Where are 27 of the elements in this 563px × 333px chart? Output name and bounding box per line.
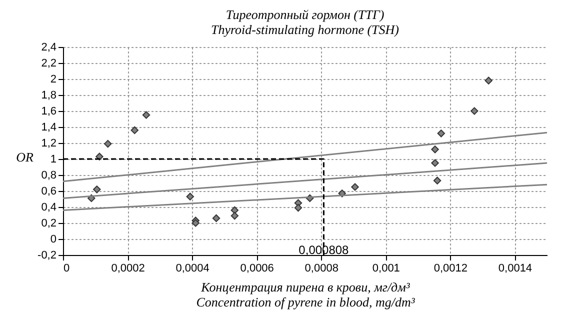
x-axis-title: Концентрация пирена в крови, мг/дм³ Concentration of pyrene in blood, mg/dm³ <box>196 280 416 310</box>
y-tick-label: 0,6 <box>41 186 56 198</box>
y-tick-label: 1,8 <box>41 90 56 102</box>
y-tick-label: 1,4 <box>41 122 56 134</box>
y-tick-label: 2 <box>50 74 56 86</box>
y-axis-title: OR <box>16 150 34 164</box>
x-tick-label: 0,0012 <box>434 262 468 274</box>
x-tick-label: 0,0014 <box>498 262 532 274</box>
x-tick-label: 0 <box>64 262 70 274</box>
chart-subtitle: Thyroid-stimulating hormone (TSH) <box>210 22 400 37</box>
x-tick-label: 0,001 <box>372 262 400 274</box>
chart-title: Тиреотропный гормон (ТТГ) <box>226 7 384 22</box>
x-tick-label: 0,0004 <box>176 262 210 274</box>
y-tick-label: -0,2 <box>38 250 56 262</box>
y-tick-label: 2,2 <box>41 58 56 70</box>
x-tick-label: 0,0006 <box>240 262 274 274</box>
y-tick-label: 0 <box>50 234 56 246</box>
y-tick-label: 1,2 <box>41 138 56 150</box>
y-tick-label: 0,4 <box>41 202 56 214</box>
y-tick-label: 1,6 <box>41 106 56 118</box>
annotation: 0,000808 <box>298 243 350 258</box>
y-tick-label: 0,2 <box>41 218 56 230</box>
y-tick-label: 2,4 <box>41 42 56 54</box>
x-tick-label: 0,0002 <box>111 262 145 274</box>
x-tick-label: 0,0008 <box>304 262 338 274</box>
y-tick-label: 1 <box>50 154 56 166</box>
y-tick-label: 0,8 <box>41 170 56 182</box>
